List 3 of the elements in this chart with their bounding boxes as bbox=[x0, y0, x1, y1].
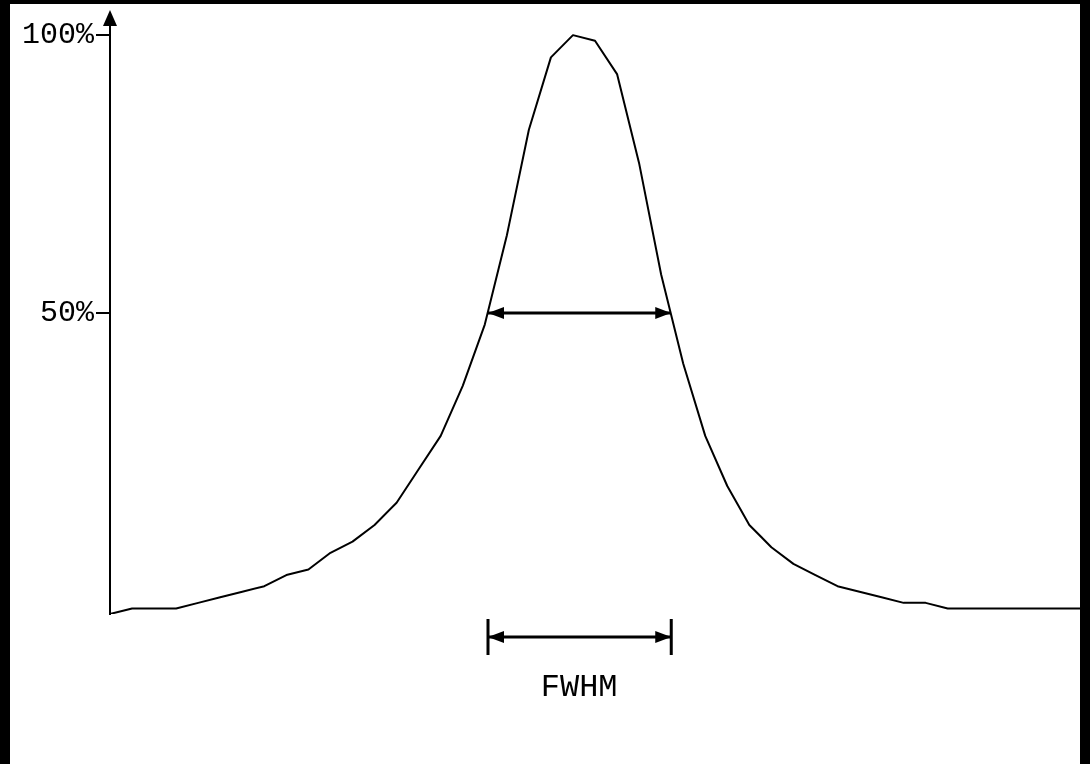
text: FWHM bbox=[539, 669, 619, 706]
y-tick-label: 50% bbox=[40, 296, 95, 331]
y-tick-label: 100% bbox=[22, 18, 95, 53]
